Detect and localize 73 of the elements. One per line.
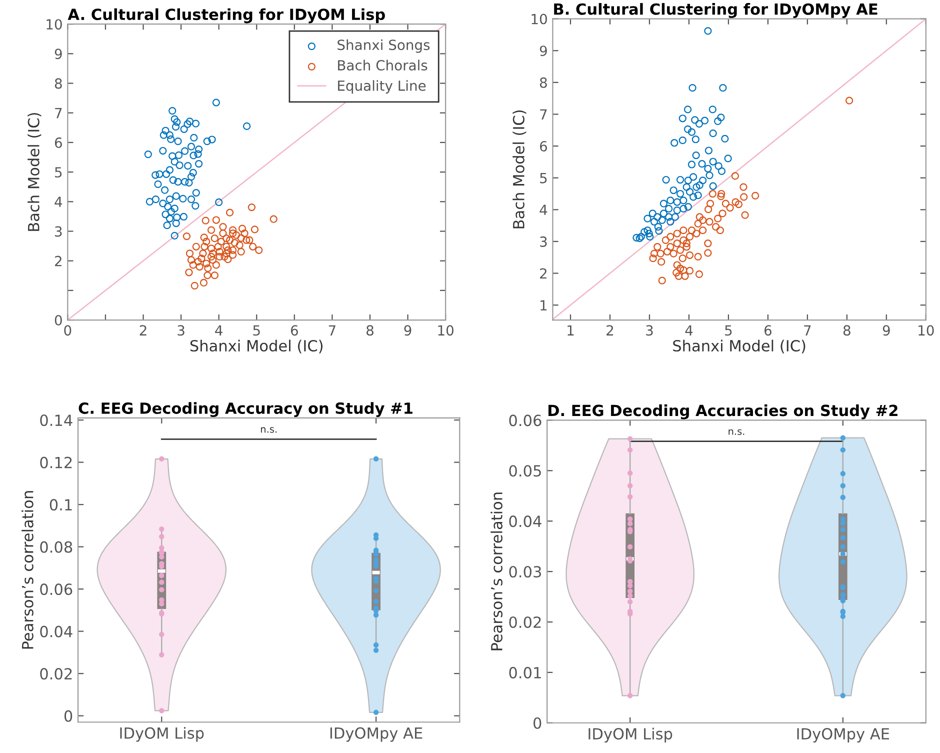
x-tick-label: 5 — [725, 325, 732, 336]
y-tick-label: 0.02 — [509, 616, 541, 628]
x-tick-label: 8 — [366, 325, 374, 336]
chart-title: C. EEG Decoding Accuracy on Study #1 — [78, 402, 412, 418]
x-tick-label: 7 — [804, 325, 811, 336]
y-axis-title: Bach Model (IC) — [512, 110, 526, 228]
y-tick-label: 10 — [532, 14, 547, 24]
y-tick-label: 6 — [540, 141, 547, 152]
legend-label: Bach Chorals — [338, 60, 428, 71]
chart-title: A. Cultural Clustering for IDyOM Lisp — [68, 8, 385, 24]
y-tick-label: 0 — [534, 717, 542, 729]
x-tick-label: IDyOMpy AE — [330, 727, 422, 742]
y-tick-label: 0.12 — [40, 456, 72, 468]
y-tick-label: 0.1 — [50, 498, 72, 511]
y-tick-label: 0.14 — [40, 414, 72, 426]
legend-label: Equality Line — [338, 80, 426, 94]
y-tick-label: 8 — [540, 77, 547, 88]
y-tick-label: 0.06 — [509, 414, 542, 426]
y-tick-label: 0 — [54, 314, 62, 326]
y-tick-label: 8 — [54, 78, 62, 89]
x-tick-label: 6 — [764, 325, 772, 336]
x-tick-label: 3 — [646, 325, 653, 336]
y-tick-label: 4 — [540, 204, 548, 215]
y-tick-label: 7 — [55, 108, 62, 118]
y-tick-label: 0.04 — [509, 516, 542, 528]
y-tick-label: 4 — [54, 196, 62, 207]
x-tick-label: 4 — [685, 325, 693, 336]
x-tick-label: 10 — [918, 325, 934, 336]
y-tick-label: 5 — [540, 173, 547, 184]
x-tick-label: 7 — [328, 325, 336, 336]
y-tick-label: 0.04 — [40, 626, 72, 638]
y-tick-label: 2 — [55, 256, 62, 266]
y-tick-label: 0.06 — [40, 584, 72, 596]
x-tick-label: 6 — [290, 325, 298, 336]
y-tick-label: 1 — [540, 300, 547, 310]
y-tick-label: 2 — [540, 268, 546, 279]
y-tick-label: 3 — [55, 226, 62, 237]
x-tick-label: IDyOMpy AE — [797, 728, 890, 743]
chart-title: B. Cultural Clustering for IDyOMpy AE — [554, 3, 878, 18]
x-tick-label: 8 — [843, 325, 850, 336]
x-tick-label: 5 — [253, 325, 260, 336]
y-tick-label: 10 — [46, 19, 62, 30]
x-tick-label: 10 — [438, 325, 454, 336]
y-tick-label: 0.02 — [40, 668, 72, 680]
y-tick-label: 7 — [540, 109, 547, 120]
x-tick-label: 9 — [882, 325, 890, 336]
y-axis-title: Pearson’s correlation — [22, 491, 34, 649]
x-tick-label: 4 — [215, 325, 222, 336]
y-tick-label: 0.01 — [509, 666, 541, 678]
chart-title: D. EEG Decoding Accuracies on Study #2 — [548, 404, 898, 420]
x-tick-label: IDyOM Lisp — [120, 726, 204, 742]
y-tick-label: 3 — [540, 236, 547, 247]
y-axis-title: Bach Model (IC) — [28, 113, 42, 231]
y-tick-label: 9 — [54, 48, 62, 60]
y-tick-label: 9 — [540, 46, 547, 56]
x-tick-label: 1 — [568, 325, 574, 336]
x-axis-title: Shanxi Model (IC) — [673, 340, 806, 354]
y-tick-label: 6 — [54, 137, 62, 148]
y-tick-label: 0.05 — [509, 465, 541, 477]
y-axis-title: Pearson’s correlation — [490, 492, 502, 650]
x-tick-label: 3 — [178, 325, 184, 336]
x-tick-label: IDyOM Lisp — [588, 728, 672, 743]
y-tick-label: 0 — [64, 710, 72, 722]
annotation: n.s. — [261, 427, 276, 433]
legend-label: Shanxi Songs — [338, 39, 430, 53]
y-tick-label: 0.03 — [509, 566, 541, 578]
x-tick-label: 2 — [140, 325, 146, 336]
x-tick-label: 2 — [606, 325, 614, 336]
x-tick-label: 9 — [404, 325, 412, 336]
annotation: n.s. — [728, 429, 744, 435]
y-tick-label: 5 — [55, 167, 62, 178]
x-axis-title: Shanxi Model (IC) — [190, 340, 322, 354]
y-tick-label: 0.08 — [40, 541, 72, 553]
